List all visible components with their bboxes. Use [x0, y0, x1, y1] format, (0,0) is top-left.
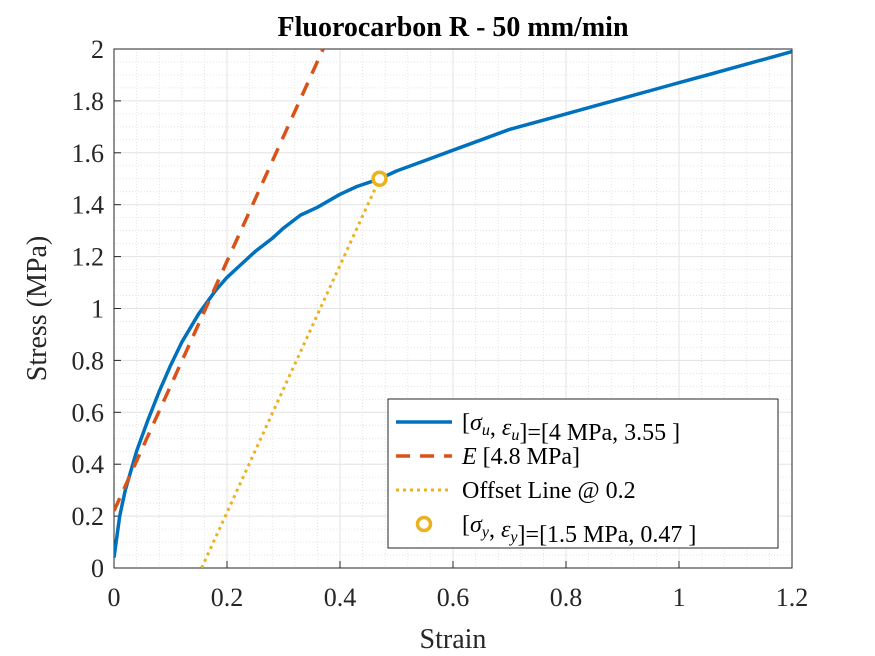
legend-box — [387, 398, 779, 549]
y-tick-label: 0.4 — [72, 450, 105, 479]
x-tick-label: 0.2 — [211, 583, 244, 612]
y-tick-label: 1.6 — [72, 139, 105, 168]
y-tick-label: 1.8 — [72, 87, 105, 116]
y-tick-label: 1 — [91, 295, 104, 324]
legend-entry-label: E [4.8 MPa] — [461, 444, 580, 470]
modulus-line — [114, 49, 325, 512]
offset-line — [200, 178, 381, 568]
x-tick-label: 0.8 — [550, 583, 583, 612]
y-tick-label: 2 — [91, 35, 104, 64]
series-layer — [114, 49, 792, 568]
x-axis-label: Strain — [420, 624, 487, 655]
legend: [σu, εu]=[4 MPa, 3.55 ]E [4.8 MPa] Offset… — [387, 398, 779, 549]
x-tick-label: 1 — [673, 583, 686, 612]
chart-title: Fluorocarbon R - 50 mm/min — [277, 12, 628, 43]
x-tick-label: 0.6 — [437, 583, 470, 612]
y-tick-label: 0 — [91, 554, 104, 583]
y-tick-label: 0.6 — [72, 398, 105, 427]
x-tick-label: 1.2 — [776, 583, 809, 612]
y-tick-label: 1.4 — [72, 191, 105, 220]
axis-ticks: 0 0.2 0.4 0.6 0.8 1 1.2 0 0.2 0.4 0.6 0.8 1 1.2 1.4 1.6… — [72, 35, 809, 612]
legend-entry-label: Offset Line @ 0.2 — [462, 478, 636, 504]
y-axis-label: Stress (MPa) — [22, 236, 53, 381]
legend-marker — [415, 515, 433, 533]
y-tick-label: 0.2 — [72, 502, 105, 531]
x-tick-label: 0 — [108, 583, 121, 612]
x-tick-label: 0.4 — [324, 583, 357, 612]
ultimate-stress-curve — [114, 49, 792, 558]
y-tick-label: 0.8 — [72, 346, 105, 375]
yield-point-marker — [371, 170, 388, 187]
legend-entry-label: [σu, εu]=[4 MPa, 3.55 ] — [462, 410, 680, 446]
y-tick-label: 1.2 — [72, 243, 105, 272]
legend-entry-label: [σy, εy]=[1.5 MPa, 0.47 ] — [462, 512, 696, 548]
